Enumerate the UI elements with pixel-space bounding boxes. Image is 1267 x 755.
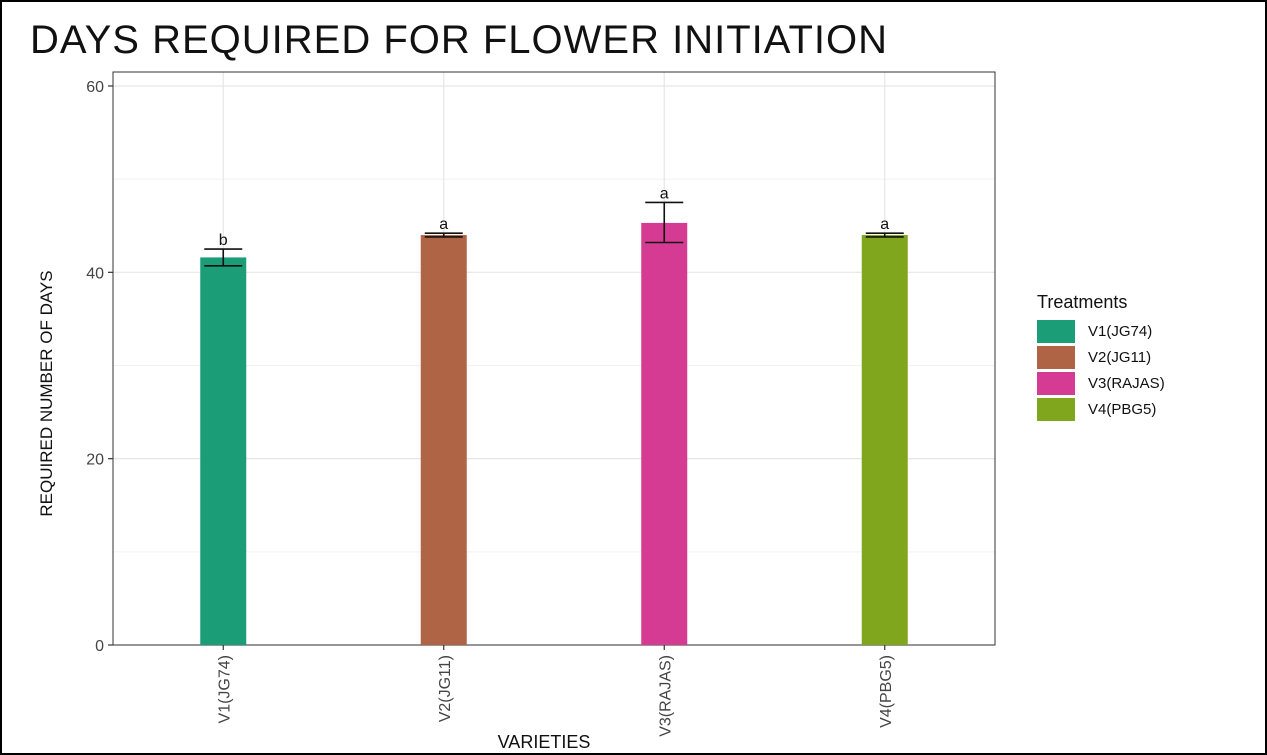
legend-swatch — [1037, 346, 1075, 369]
y-axis-label: REQUIRED NUMBER OF DAYS — [37, 270, 56, 516]
legend-item-label: V3(RAJAS) — [1088, 375, 1165, 392]
error-bar — [424, 232, 463, 238]
bar — [420, 235, 467, 646]
legend-swatch — [1037, 320, 1075, 343]
x-axis-label: VARIETIES — [498, 732, 591, 752]
significance-letter: a — [660, 185, 669, 202]
significance-letter: a — [439, 216, 448, 233]
y-axis: 0 20 40 60 — [86, 79, 113, 655]
y-tick-label: 60 — [86, 79, 104, 96]
significance-letter: a — [880, 216, 889, 233]
error-bars — [204, 201, 904, 267]
error-bar — [865, 232, 904, 238]
chart-title: DAYS REQUIRED FOR FLOWER INITIATION — [30, 18, 889, 62]
legend-item-label: V2(JG11) — [1088, 349, 1151, 366]
error-bar — [645, 201, 684, 244]
y-tick-label: 40 — [86, 265, 104, 282]
bar — [200, 257, 247, 645]
x-tick-label: V1(JG74) — [216, 655, 233, 723]
legend-title: Treatments — [1037, 292, 1127, 312]
legend-item-label: V4(PBG5) — [1088, 401, 1156, 418]
legend-swatch — [1037, 398, 1075, 421]
x-tick-label: V4(PBG5) — [878, 655, 895, 728]
bars — [200, 222, 908, 646]
legend-item-label: V1(JG74) — [1088, 323, 1152, 340]
x-tick-label: V3(RAJAS) — [657, 655, 674, 737]
error-bar — [204, 248, 243, 267]
bar — [641, 222, 688, 645]
legend-swatch — [1037, 372, 1075, 395]
y-tick-label: 0 — [95, 638, 104, 655]
plot-panel-border — [112, 71, 996, 646]
bar — [861, 235, 908, 646]
significance-letters: b a a a — [219, 185, 890, 249]
legend: Treatments V1(JG74) V2(JG11) V3(RAJAS) V4(P… — [1037, 292, 1165, 421]
significance-letter: b — [219, 232, 228, 249]
x-axis: V1(JG74) V2(JG11) V3(RAJAS) V4(PBG5) — [216, 645, 895, 737]
x-tick-label: V2(JG11) — [437, 655, 454, 722]
y-tick-label: 20 — [86, 452, 104, 469]
